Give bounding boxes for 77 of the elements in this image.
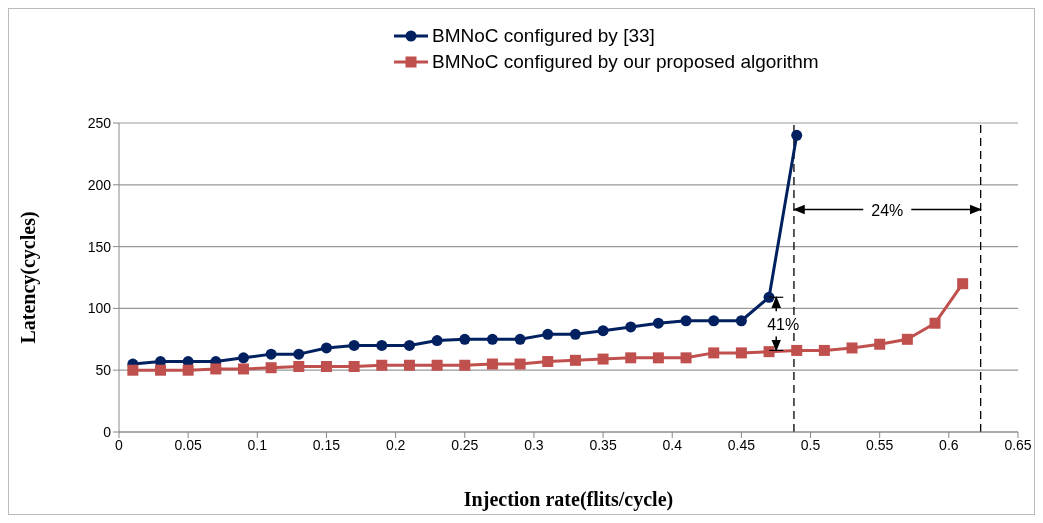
point <box>237 363 249 375</box>
point <box>348 360 360 372</box>
point <box>625 321 637 333</box>
point <box>929 317 941 329</box>
x-tick-label: 0.4 <box>662 436 683 453</box>
point <box>293 348 305 360</box>
point <box>154 364 166 376</box>
point <box>376 359 388 371</box>
annotation: 41% <box>767 315 800 333</box>
x-axis-title: Injection rate(flits/cycle) <box>463 488 674 511</box>
y-tick-label: 100 <box>87 300 112 317</box>
point <box>680 352 692 364</box>
point <box>514 333 526 345</box>
point <box>293 360 305 372</box>
x-tick-label: 0.6 <box>939 436 959 453</box>
point <box>348 339 360 351</box>
x-tick-label: 0.35 <box>589 436 617 453</box>
point <box>735 347 747 359</box>
x-tick-label: 0.55 <box>866 436 894 453</box>
point <box>459 333 471 345</box>
x-tick-label: 0 <box>115 436 124 453</box>
point <box>542 356 554 368</box>
point <box>597 353 609 365</box>
point <box>320 342 332 354</box>
point <box>846 342 858 354</box>
point <box>901 333 913 345</box>
x-tick-label: 0.05 <box>174 436 202 453</box>
point <box>403 359 415 371</box>
point <box>403 339 415 351</box>
point <box>320 360 332 372</box>
y-tick-label: 150 <box>87 238 112 255</box>
point <box>569 354 581 366</box>
point <box>127 364 139 376</box>
point <box>486 333 498 345</box>
y-tick-label: 50 <box>95 362 112 379</box>
point <box>459 359 471 371</box>
y-axis-title: Latency(cycles) <box>17 211 40 344</box>
point <box>763 346 775 358</box>
point <box>265 348 277 360</box>
point <box>542 328 554 340</box>
annotation: 24% <box>871 201 904 219</box>
point <box>237 352 249 364</box>
point <box>708 315 720 327</box>
y-tick-label: 250 <box>87 114 112 131</box>
point <box>625 352 637 364</box>
point <box>182 364 194 376</box>
x-tick-label: 0.1 <box>247 436 268 453</box>
x-tick-label: 0.15 <box>312 436 341 453</box>
point <box>652 352 664 364</box>
point <box>680 315 692 327</box>
point <box>210 363 222 375</box>
point <box>431 335 443 347</box>
point <box>791 129 803 141</box>
x-tick-label: 0.3 <box>524 436 544 453</box>
point <box>735 315 747 327</box>
x-tick-label: 0.2 <box>385 436 406 453</box>
point <box>791 344 803 356</box>
x-tick-label: 0.65 <box>1004 436 1032 453</box>
legend-label: BMNoC configured by [33] <box>432 24 655 48</box>
point <box>486 358 498 370</box>
x-tick-label: 0.5 <box>800 436 821 453</box>
point <box>708 347 720 359</box>
x-tick-label: 0.45 <box>727 436 756 453</box>
point <box>652 317 664 329</box>
legend-label: BMNoC configured by our proposed algorithm <box>432 50 819 74</box>
point <box>376 339 388 351</box>
point <box>569 328 581 340</box>
point <box>597 325 609 337</box>
y-tick-label: 200 <box>87 176 112 193</box>
x-tick-label: 0.25 <box>451 436 479 453</box>
point <box>818 344 830 356</box>
point <box>514 358 526 370</box>
point <box>874 338 886 350</box>
y-tick-label: 0 <box>103 423 112 440</box>
point <box>431 359 443 371</box>
point <box>957 278 969 290</box>
point <box>265 362 277 374</box>
